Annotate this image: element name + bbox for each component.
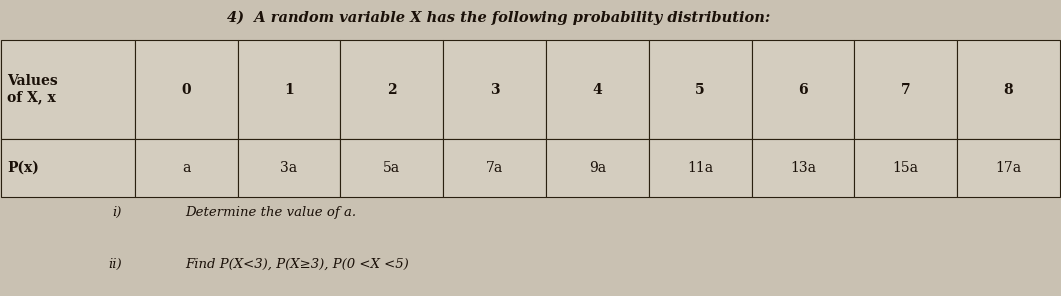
Text: 7a: 7a [486,161,503,175]
Text: 13a: 13a [790,161,816,175]
Bar [751,40,854,139]
Text: 5: 5 [695,83,705,96]
Text: 1: 1 [284,83,294,96]
Bar [238,139,341,197]
Bar [648,139,751,197]
Bar [648,40,751,139]
Text: 0: 0 [181,83,191,96]
Bar [341,40,443,139]
Text: 8: 8 [1004,83,1013,96]
Bar [957,139,1060,197]
Text: 11a: 11a [688,161,713,175]
Text: 4)  A random variable X has the following probability distribution:: 4) A random variable X has the following… [227,10,770,25]
Bar [751,139,854,197]
Text: 5a: 5a [383,161,400,175]
Text: 17a: 17a [995,161,1022,175]
Text: 9a: 9a [589,161,606,175]
Bar [546,40,648,139]
Bar [341,139,443,197]
Bar [546,139,648,197]
Text: Values
of X, x: Values of X, x [7,74,58,105]
Text: 7: 7 [901,83,910,96]
Bar [854,139,957,197]
Text: 3: 3 [490,83,500,96]
Bar [443,40,546,139]
Bar [1,139,135,197]
Text: 4: 4 [592,83,603,96]
Text: 3a: 3a [280,161,297,175]
Text: Find P(X<3), P(X≥3), P(0 <X <5): Find P(X<3), P(X≥3), P(0 <X <5) [186,258,410,271]
Text: Determine the value of a.: Determine the value of a. [186,206,356,219]
Text: i): i) [112,206,122,219]
Bar [135,40,238,139]
Bar [135,139,238,197]
Text: a: a [181,161,190,175]
Text: P(x): P(x) [7,161,39,175]
Text: 15a: 15a [892,161,919,175]
Bar [854,40,957,139]
Text: ii): ii) [108,258,122,271]
Bar [957,40,1060,139]
Bar [443,139,546,197]
Text: 2: 2 [387,83,397,96]
Bar [1,40,135,139]
Bar [238,40,341,139]
Text: 6: 6 [798,83,807,96]
